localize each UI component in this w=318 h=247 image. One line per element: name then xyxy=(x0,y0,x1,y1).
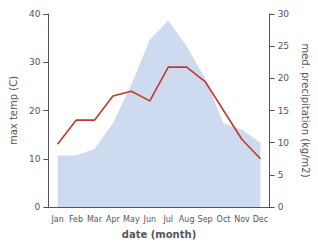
svg-text:40: 40 xyxy=(29,9,41,19)
svg-text:med. precipitation (kg/m2): med. precipitation (kg/m2) xyxy=(300,43,311,177)
svg-text:Jul: Jul xyxy=(162,215,173,224)
svg-text:0: 0 xyxy=(35,202,41,212)
svg-text:5: 5 xyxy=(278,170,284,180)
svg-text:max temp (C): max temp (C) xyxy=(8,76,19,145)
svg-text:30: 30 xyxy=(278,9,290,19)
svg-text:Feb: Feb xyxy=(69,215,83,224)
svg-text:date (month): date (month) xyxy=(122,229,196,240)
svg-text:Apr: Apr xyxy=(106,215,121,224)
svg-text:30: 30 xyxy=(29,57,41,67)
svg-text:Oct: Oct xyxy=(217,215,231,224)
svg-text:15: 15 xyxy=(278,106,289,116)
svg-text:Jun: Jun xyxy=(143,215,157,224)
svg-text:May: May xyxy=(123,215,140,224)
svg-text:10: 10 xyxy=(278,138,290,148)
svg-text:10: 10 xyxy=(29,154,41,164)
svg-text:Sep: Sep xyxy=(198,215,213,224)
svg-text:Mar: Mar xyxy=(87,215,103,224)
svg-text:20: 20 xyxy=(278,73,290,83)
svg-text:Aug: Aug xyxy=(179,215,195,224)
svg-text:20: 20 xyxy=(29,106,41,116)
svg-text:Jan: Jan xyxy=(50,215,63,224)
svg-text:Nov: Nov xyxy=(234,215,250,224)
svg-text:0: 0 xyxy=(278,202,284,212)
svg-text:Dec: Dec xyxy=(253,215,268,224)
svg-text:25: 25 xyxy=(278,41,289,51)
